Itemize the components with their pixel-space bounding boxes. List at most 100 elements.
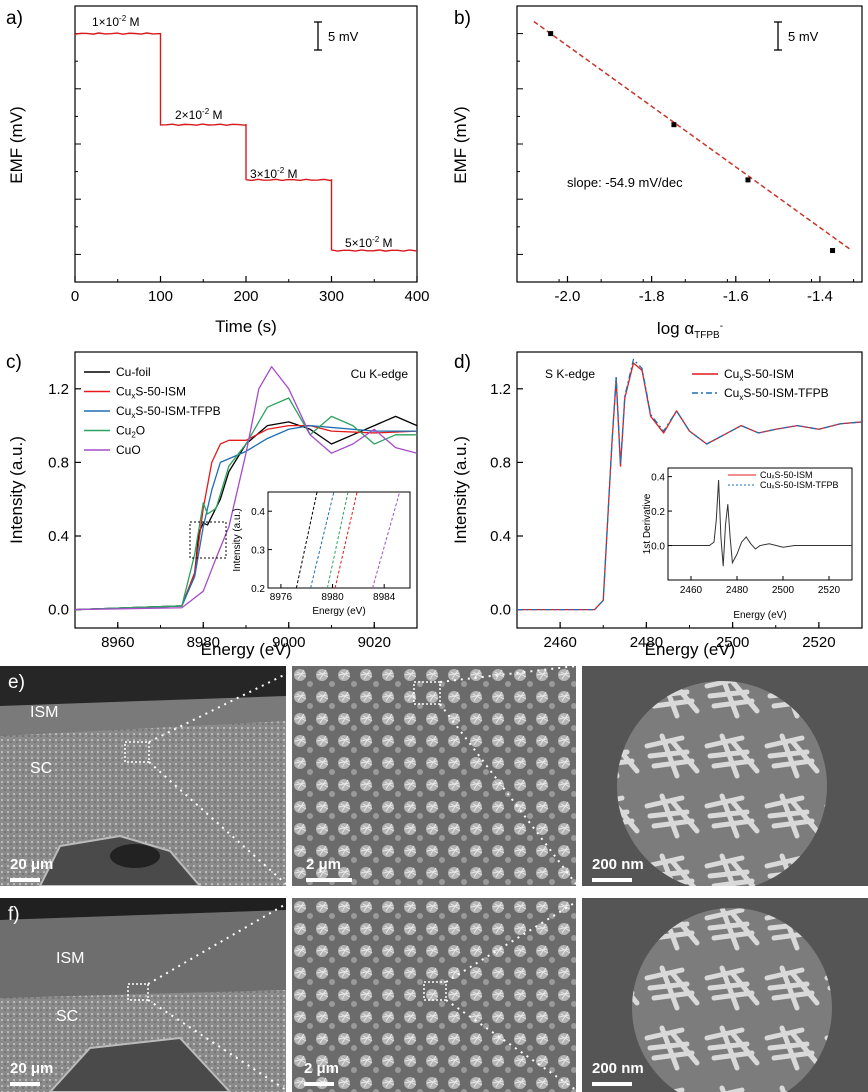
zoom-region-box [189,521,227,559]
inset-d-x-tick-label: 2500 [772,585,795,596]
panel-b-xlabel: log αTFPB- [657,319,723,341]
ism-layer-label-f: ISM [56,950,85,967]
panel-b: b) -2.0 -1.8 -1.6 -1.4 5 mV slope: -54.9 mV… [451,5,863,341]
legend-entry: Cu2O [116,424,145,440]
emf-trace [74,32,418,252]
inset-c-x-ticks: 8976 8980 8984 [270,584,396,603]
sem-f-high-mag-texture [582,898,868,1092]
panel-c-label: c) [6,352,22,373]
sem-e-mid-mag: 2 μm [292,666,576,886]
panel-c-x-tick-label: 9000 [272,634,305,651]
panel-a-x-tick-label: 100 [148,288,173,305]
panel-a-x-tick-label: 300 [319,288,344,305]
scale-label-f3: 200 nm [592,1060,644,1077]
spectrum-line [74,424,418,611]
panel-d-inset: 2460 2480 2500 2520 0.0 0.2 0.4 CuₓS-50-ISM C… [642,467,853,621]
sem-e-high-mag-texture [582,666,868,886]
sem-f-mid-mag: 2 μm [292,898,576,1092]
panel-b-x-tick-label: -1.8 [639,288,665,305]
slope-annotation: slope: -54.9 mV/dec [567,175,683,190]
concentration-label: 5×10-2 M [345,235,393,250]
panel-d-title: S K-edge [545,367,595,381]
scale-label-e3: 200 nm [592,856,644,873]
inset-d-x-tick-label: 2520 [818,585,841,596]
inset-d-x-tick-label: 2460 [680,585,703,596]
scale-label-f1: 20 μm [10,1060,54,1077]
panel-f-label: f) [8,904,20,925]
inset-c-frame [267,491,411,589]
panel-c-x-ticks: 8960 8980 9000 9020 [74,622,418,651]
sem-f-cross-section: f) ISM SC 20 μm [0,898,286,1092]
calibration-point [745,177,751,183]
calibration-point [830,248,836,254]
panel-b-x-tick-label: -2.0 [555,288,581,305]
spectrum-line [74,366,418,611]
inset-c-ylabel: Intensity (a.u.) [232,508,243,571]
panel-a-x-tick-label: 200 [233,288,258,305]
panel-a-ylabel: EMF (mV) [7,106,26,183]
panel-d-y-tick-label: 0.4 [490,528,511,545]
panel-c-y-tick-label: 0.4 [48,528,69,545]
panel-d-xlabel: Energy (eV) [645,640,736,659]
xanes-s-spectra [517,358,863,611]
scale-bar-a-label: 5 mV [328,29,359,44]
panel-a-label: a) [6,8,23,29]
panel-a-x-tick-label: 0 [71,288,79,305]
panel-d-legend: CuxS-50-ISM CuxS-50-ISM-TFPB [692,367,829,402]
sem-e-cross-section: e) ISM SC 20 μm [0,666,286,886]
panel-d-x-tick-label: 2500 [716,634,749,651]
panel-a-x-tick-label: 400 [404,288,429,305]
concentration-label: 3×10-2 M [250,166,298,181]
scale-bar-f2 [304,1082,334,1086]
panel-c-ylabel: Intensity (a.u.) [7,436,26,544]
calibration-point [671,122,677,128]
panel-c-xlabel: Energy (eV) [201,640,292,659]
inset-c-line [372,491,401,589]
spectrum-line [74,397,417,611]
legend-entry: CuxS-50-ISM [116,385,186,401]
panel-d-ylabel: Intensity (a.u.) [451,436,470,544]
panel-c-y-ticks: 0.0 0.4 0.8 1.2 [48,381,81,619]
inset-c-lines [295,491,401,589]
sem-e-high-mag: 200 nm [582,666,868,886]
calibration-point [548,31,554,37]
panel-a-y-ticks [75,33,81,255]
panel-d-x-ticks: 2460 2480 2500 2520 [516,622,863,651]
xanes-cu-spectra [74,366,418,611]
panel-b-x-ticks: -2.0 -1.8 -1.6 -1.4 [516,276,855,305]
panel-b-ylabel: EMF (mV) [451,106,470,183]
inset-d-x-tick-label: 2480 [726,585,749,596]
spectrum-line [517,358,863,611]
inset-c-y-tick-label: 0.2 [251,584,265,595]
legend-entry: CuxS-50-ISM-TFPB [724,386,829,402]
scale-bar-f1 [10,1082,40,1086]
scale-label-f2: 2 μm [304,1060,340,1077]
concentration-label: 2×10-2 M [175,107,223,122]
inset-c-xlabel: Energy (eV) [312,606,365,617]
panel-e-label: e) [8,672,25,693]
scale-bar-f3 [592,1082,632,1086]
inset-d-y-tick-label: 0.2 [651,507,665,518]
scale-bar-e2 [306,878,352,882]
panel-d: d) 0.0 0.4 0.8 1.2 2460 2480 2500 2520 CuxS-50… [451,351,863,659]
panel-d-label: d) [454,352,471,373]
scale-bar-e3 [592,878,632,882]
inset-d-lines [668,480,852,567]
sem-e-mid-mag-texture [292,666,576,886]
inset-c-x-tick-label: 8984 [373,592,396,603]
panel-c-x-tick-label: 8980 [187,634,220,651]
inset-d-x-ticks: 2460 2480 2500 2520 [680,576,841,596]
panel-c-y-tick-label: 1.2 [48,381,69,398]
sem-f-cross-section-texture [0,898,286,1092]
inset-c-line [334,491,358,589]
charts-canvas: a) 0 100 200 300 400 1×10-2 M 2×10-2 M 3×10-2 … [6,5,863,659]
inset-d-ylabel: 1st Derivative [642,493,653,554]
panel-c-y-tick-label: 0.0 [48,602,69,619]
panel-d-y-tick-label: 1.2 [490,381,511,398]
inset-d-xlabel: Energy (eV) [733,610,786,621]
panel-b-x-tick-label: -1.6 [723,288,749,305]
panel-d-y-tick-label: 0.8 [490,454,511,471]
panel-c-x-tick-label: 8960 [101,634,134,651]
inset-d-y-tick-label: 0.4 [651,473,665,484]
sc-layer-label-f: SC [56,1008,79,1025]
